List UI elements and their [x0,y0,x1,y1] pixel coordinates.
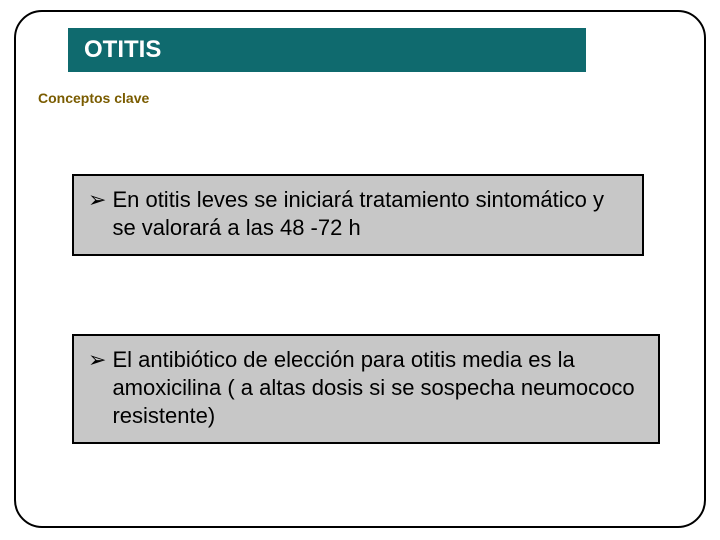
bullet-row: ➢ El antibiótico de elección para otitis… [88,346,644,430]
bullet-box-1: ➢ En otitis leves se iniciará tratamient… [72,174,644,256]
bullet-text-1: En otitis leves se iniciará tratamiento … [112,186,628,242]
bullet-text-2: El antibiótico de elección para otitis m… [112,346,644,430]
slide-title: OTITIS [84,36,161,64]
bullet-arrow-icon: ➢ [88,186,106,214]
title-box: OTITIS [68,28,586,72]
slide-frame: OTITIS Conceptos clave ➢ En otitis leves… [14,10,706,528]
bullet-arrow-icon: ➢ [88,346,106,374]
bullet-box-2: ➢ El antibiótico de elección para otitis… [72,334,660,444]
bullet-row: ➢ En otitis leves se iniciará tratamient… [88,186,628,242]
subtitle: Conceptos clave [38,90,149,106]
